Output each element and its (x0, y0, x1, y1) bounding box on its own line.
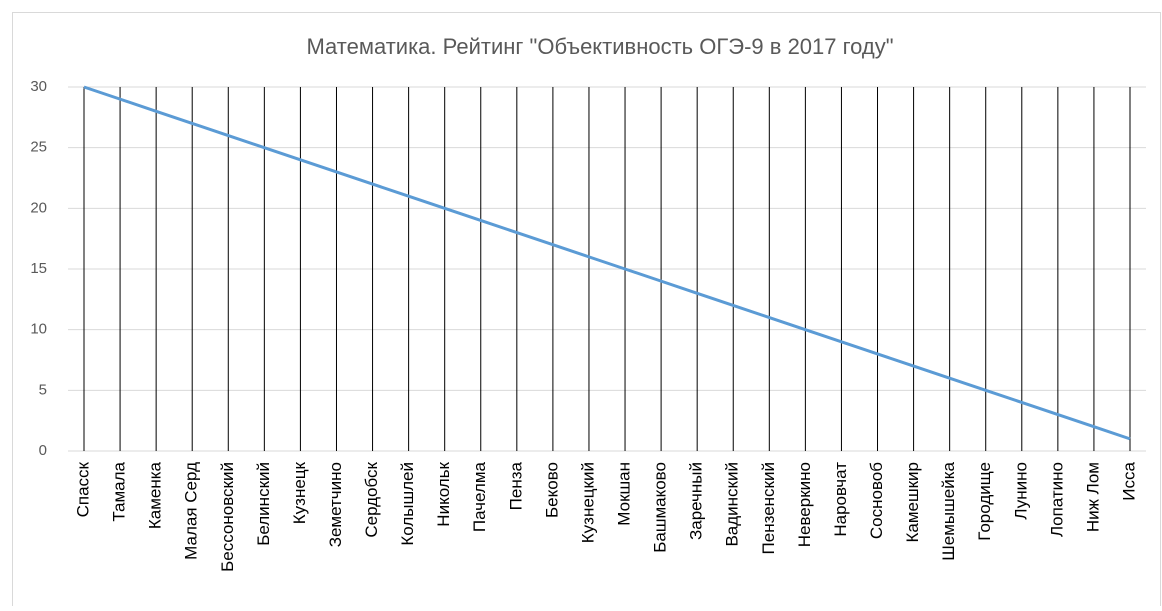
x-tick-label: Мокшан (615, 462, 634, 526)
x-tick-label: Лунино (1011, 462, 1030, 520)
x-tick-label: Земетчино (326, 462, 345, 547)
x-tick-label: Тамала (110, 461, 129, 521)
x-tick-label: Никольк (434, 461, 453, 526)
x-tick-label: Пачелма (470, 461, 489, 532)
y-tick-label: 5 (39, 381, 47, 398)
y-tick-label: 15 (30, 260, 47, 277)
x-tick-label: Белинский (254, 462, 273, 546)
x-tick-label: Пенза (506, 461, 525, 510)
y-tick-label: 25 (30, 139, 47, 156)
x-tick-label: Кузнецкий (578, 462, 597, 543)
x-tick-label: Наровчат (831, 462, 850, 537)
x-tick-label: Городище (975, 462, 994, 541)
y-tick-label: 30 (30, 78, 47, 95)
x-tick-label: Ниж Лом (1083, 462, 1102, 532)
x-tick-label: Беково (542, 462, 561, 518)
x-tick-label: Лопатино (1047, 462, 1066, 537)
x-tick-label: Исса (1119, 461, 1138, 500)
x-tick-label: Неверкино (795, 462, 814, 547)
x-tick-label: Вадинский (723, 462, 742, 547)
y-tick-label: 0 (39, 442, 47, 459)
x-tick-label: Кузнецк (290, 461, 309, 524)
line-series (83, 85, 1131, 441)
x-tick-label: Сердобск (362, 461, 381, 537)
x-tick-label: Бессоновский (218, 462, 237, 572)
x-tick-label: Камешкир (903, 462, 922, 543)
x-tick-label: Заречный (687, 462, 706, 540)
x-tick-label: Спасск (73, 461, 92, 517)
x-tick-label: Шемышейка (939, 461, 958, 560)
x-tick-label: Сосновоб (867, 462, 886, 539)
x-tick-label: Малая Серд (182, 462, 201, 560)
y-tick-label: 10 (30, 321, 47, 338)
x-tick-label: Каменка (146, 461, 165, 529)
chart-frame (12, 12, 1161, 611)
x-tick-label: Колышлей (398, 462, 417, 546)
chart-title: Математика. Рейтинг "Объективность ОГЭ-9… (306, 34, 893, 59)
x-tick-label: Пензенский (759, 462, 778, 554)
x-tick-label: Башмаково (651, 462, 670, 553)
y-tick-label: 20 (30, 199, 47, 216)
